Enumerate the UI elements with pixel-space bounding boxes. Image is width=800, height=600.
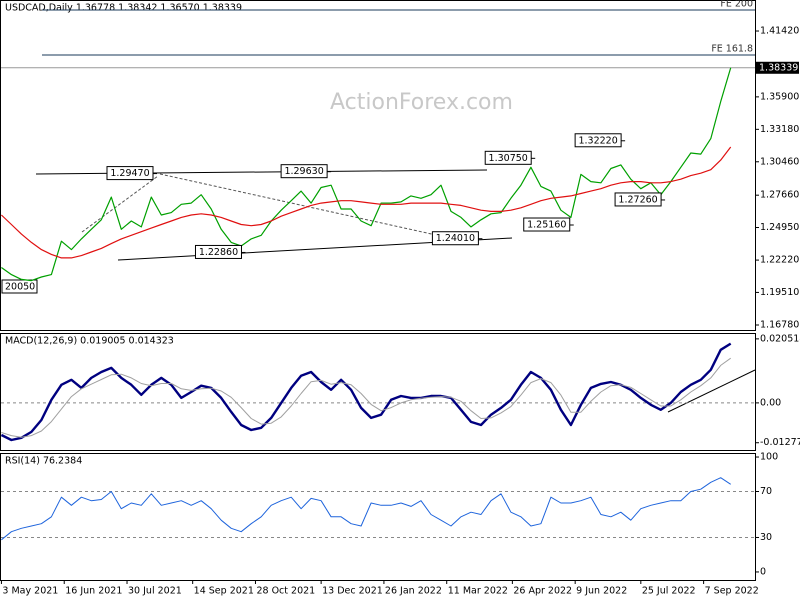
fe-label: FE 161.8 [711, 44, 753, 55]
y-tick-label: 30 [760, 532, 772, 543]
x-tick-label: 26 Apr 2022 [513, 586, 572, 597]
y-tick-label: 1.24950 [760, 222, 799, 233]
panel-frame [0, 0, 756, 331]
trend-line-dashed [81, 175, 159, 233]
y-tick-label: 70 [760, 486, 772, 497]
macd-trend-line [667, 369, 756, 413]
annotation-label: 1.30750 [489, 153, 528, 164]
last-price-box [756, 61, 799, 74]
series-line [0, 342, 732, 442]
y-tick-label: 1.27660 [760, 190, 799, 201]
annotation-label: 1.25160 [527, 220, 566, 231]
annotation-label: 1.29630 [284, 166, 323, 177]
series-line [1, 357, 731, 438]
x-tick-label: 13 Dec 2021 [322, 586, 383, 597]
y-tick-label: -0.012771 [760, 437, 800, 448]
y-tick-label: 1.35900 [760, 91, 799, 102]
x-tick-label: 9 Jun 2022 [576, 586, 627, 597]
annotation-label: 1.32220 [578, 135, 617, 146]
x-tick-label: 14 Sep 2021 [194, 586, 254, 597]
y-tick-label: 1.22220 [760, 255, 799, 266]
y-tick-label: 0 [760, 566, 766, 577]
x-tick-label: 11 Mar 2022 [448, 586, 508, 597]
annotation-label: 1.24010 [436, 233, 475, 244]
annotation-label: 1.22860 [199, 247, 238, 258]
x-tick-label: 30 Jul 2021 [128, 586, 182, 597]
x-tick-label: 28 Oct 2021 [256, 586, 315, 597]
y-tick-label: 1.33180 [760, 124, 799, 135]
series-line [0, 146, 732, 259]
y-tick-label: 100 [760, 452, 778, 463]
trend-line-dashed [159, 173, 446, 238]
series-line [1, 477, 731, 541]
panel-frame [0, 453, 756, 581]
x-tick-label: 3 May 2021 [2, 586, 58, 597]
price-label-box [1, 279, 38, 294]
fe-label: FE 200 [720, 0, 753, 10]
y-tick-label: 1.19510 [760, 287, 799, 298]
y-tick-label: 1.41420 [760, 26, 799, 37]
watermark: ActionForex.com [330, 90, 513, 115]
panel-title: RSI(14) 76.2384 [5, 456, 82, 467]
y-tick-label: 0.020518 [760, 333, 800, 344]
x-tick-label: 25 Jul 2022 [642, 586, 696, 597]
annotation-label: 1.29470 [110, 168, 149, 179]
x-tick-label: 7 Sep 2022 [705, 586, 759, 597]
y-tick-label: 1.16780 [760, 319, 799, 330]
panel-frame [0, 333, 756, 451]
x-tick-label: 26 Jan 2022 [385, 586, 442, 597]
price-label: 20050 [5, 282, 35, 293]
last-price-label: 1.38339 [759, 62, 798, 73]
annotation-label: 1.27260 [618, 194, 657, 205]
x-tick-label: 16 Jun 2021 [65, 586, 122, 597]
series-line [1, 67, 732, 282]
y-tick-label: 0.00 [760, 397, 781, 408]
panel-title: MACD(12,26,9) 0.019005 0.014323 [5, 336, 174, 347]
panel-title: USDCAD,Daily 1.36778 1.38342 1.36570 1.3… [5, 3, 242, 14]
y-tick-label: 1.30460 [760, 156, 799, 167]
